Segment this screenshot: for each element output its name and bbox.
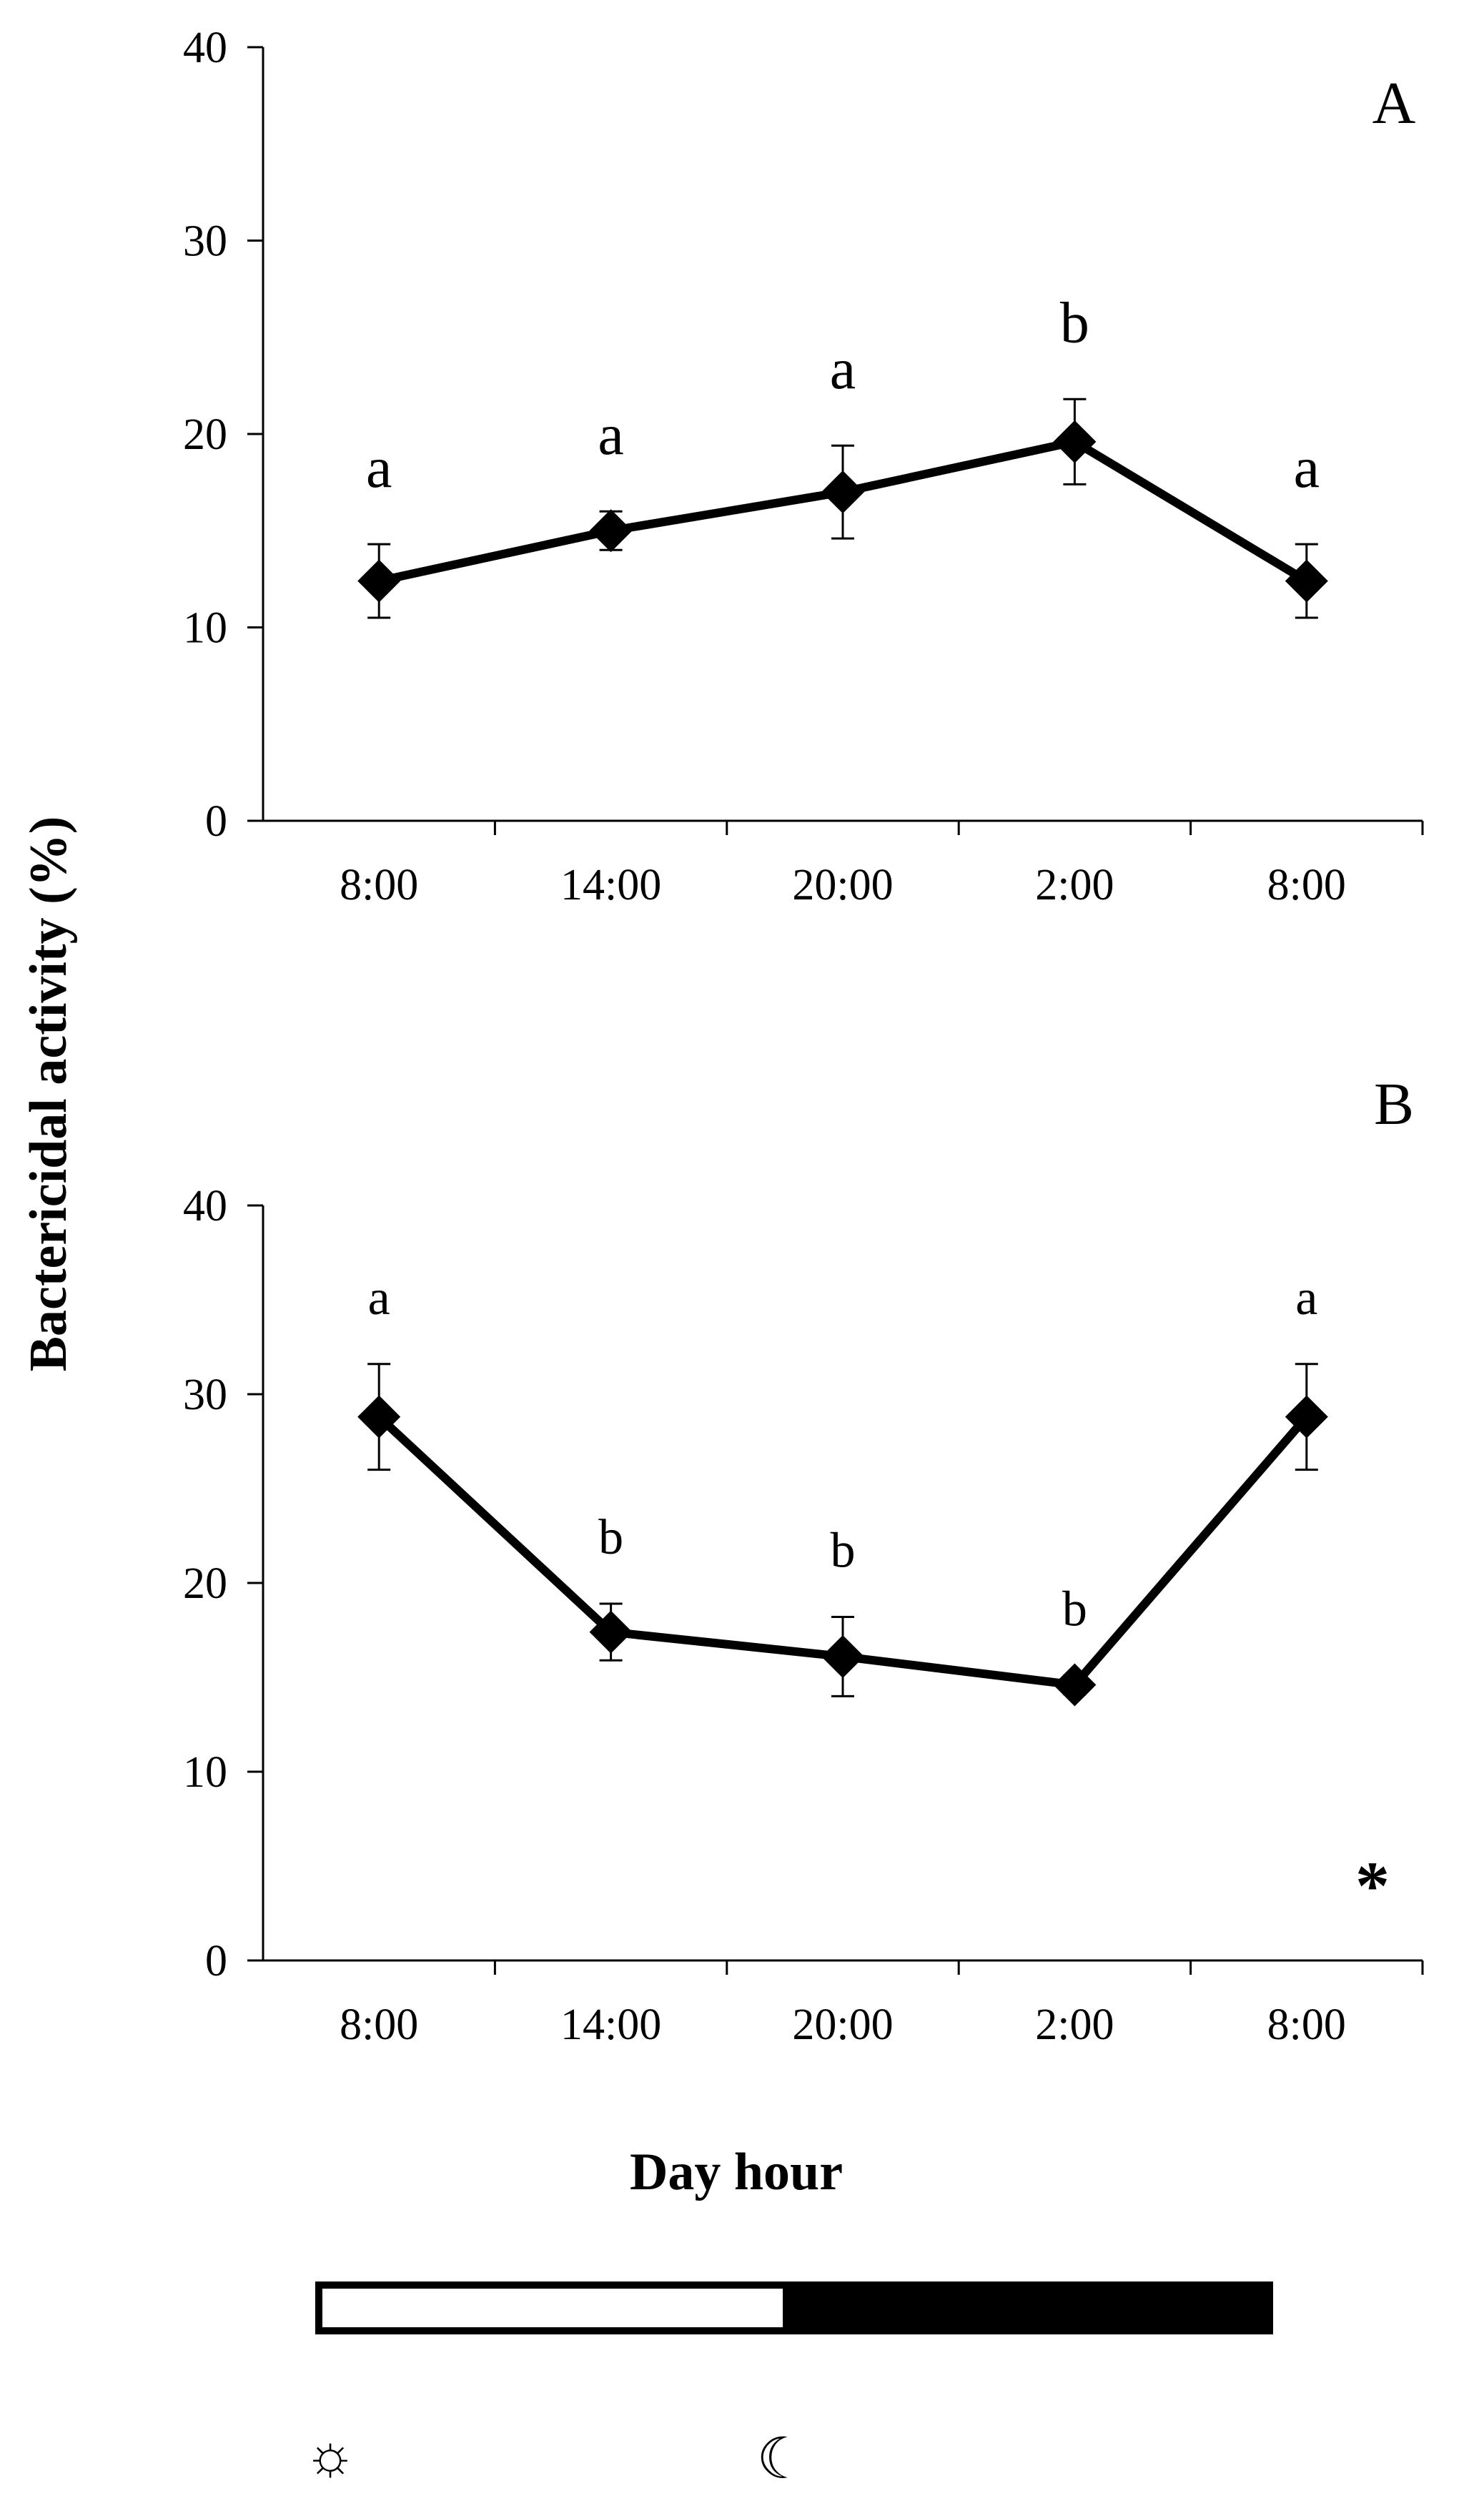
- panel-a-significance-letter: a: [366, 435, 392, 500]
- panel-b-significance-letter: b: [1062, 1582, 1087, 1637]
- panel-a-y-tick-label: 20: [183, 410, 227, 459]
- panel-a-significance-letter: a: [1294, 435, 1320, 500]
- panel-b-y-tick-label: 40: [183, 1182, 227, 1230]
- panel-b-y-tick-label: 10: [183, 1748, 227, 1797]
- panel-a-data-point: [589, 509, 633, 553]
- panel-b-data-point: [1285, 1395, 1328, 1439]
- panel-b-x-tick-label: 8:00: [340, 2001, 418, 2049]
- panel-b-data-point: [821, 1634, 864, 1678]
- panel-a-y-tick-label: 40: [183, 24, 227, 72]
- panel-b-significance-letter: b: [598, 1510, 623, 1565]
- panel-b-x-tick-label: 2:00: [1035, 2001, 1114, 2049]
- panel-a-y-tick-label: 30: [183, 217, 227, 266]
- panel-b-label: B: [1374, 1071, 1414, 1138]
- panel-b-x-tick-label: 14:00: [560, 2001, 661, 2049]
- panel-b-y-tick-label: 30: [183, 1371, 227, 1419]
- panel-a-data-point: [1285, 559, 1328, 603]
- panel-a-data-point: [357, 559, 401, 603]
- panel-b-x-tick-label: 8:00: [1267, 2001, 1346, 2049]
- panel-b-data-point: [357, 1395, 401, 1439]
- panel-a-x-tick-label: 20:00: [792, 861, 893, 909]
- panel-a-significance-letter: a: [598, 402, 623, 467]
- x-axis-title: Day hour: [630, 2143, 843, 2201]
- light-dark-bar: [315, 2281, 1273, 2334]
- panel-a-x-tick-label: 8:00: [340, 861, 418, 909]
- panel-b-x-tick-label: 20:00: [792, 2001, 893, 2049]
- y-axis-title: Bactericidal activity (%): [19, 817, 78, 1372]
- panel-a-x-tick-label: 14:00: [560, 861, 661, 909]
- moon-icon: ☾: [756, 2428, 808, 2491]
- panel-a-x-tick-label: 8:00: [1267, 861, 1346, 909]
- panel-b-y-tick-label: 20: [183, 1559, 227, 1608]
- panel-a-label: A: [1372, 70, 1416, 137]
- panel-a-significance-letter: b: [1060, 290, 1089, 355]
- panel-b-data-point: [1053, 1663, 1097, 1707]
- panel-b-y-tick-label: 0: [205, 1937, 227, 1985]
- panel-b-data-point: [589, 1610, 633, 1654]
- panel-a-significance-letter: a: [830, 336, 856, 401]
- panel-a-chart: 0 10 20 30 40 8:00 14:00 20:00 2:00 8:00 a a a b a: [183, 24, 1424, 909]
- panel-a-data-point: [821, 470, 864, 514]
- panel-a-data-point: [1053, 420, 1097, 463]
- panel-b-chart: 0 10 20 30 40 8:00 14:00 20:00 2:00 8:00 a b b b a: [183, 1182, 1424, 2049]
- panel-a-y-tick-label: 10: [183, 604, 227, 653]
- light-phase-bar: [315, 2281, 790, 2334]
- panel-a-y-tick-label: 0: [205, 797, 227, 846]
- sun-icon: ☼: [304, 2424, 356, 2487]
- significance-asterisk: *: [1355, 1848, 1390, 1924]
- panel-b-significance-letter: a: [368, 1271, 390, 1326]
- panel-b-significance-letter: b: [831, 1524, 856, 1579]
- panel-b-significance-letter: a: [1295, 1271, 1317, 1326]
- dark-phase-bar: [783, 2281, 1273, 2334]
- panel-a-x-tick-label: 2:00: [1035, 861, 1114, 909]
